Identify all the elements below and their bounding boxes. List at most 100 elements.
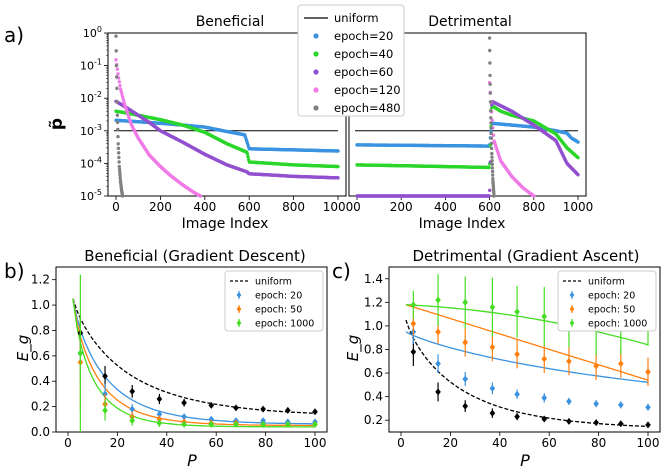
y-tick-label: 0.8	[31, 323, 50, 337]
x-tick-label: 800	[522, 200, 545, 214]
data-point	[488, 61, 492, 65]
xlabel-detrimental: Image Index	[419, 216, 506, 232]
data-point	[119, 90, 124, 94]
fit-curve-epoch-20	[72, 298, 315, 425]
x-tick-label: 60	[542, 436, 557, 450]
data-point	[115, 113, 120, 117]
data-point	[245, 152, 250, 156]
subplot-title-detrimental: Detrimental	[428, 14, 512, 30]
x-tick-label: 80	[258, 436, 273, 450]
series-epoch-40	[355, 104, 580, 170]
x-tick-label: 0	[64, 436, 72, 450]
data-point	[490, 169, 495, 174]
legend-marker	[569, 320, 575, 326]
panel-label-c: c)	[332, 259, 351, 283]
data-point	[115, 86, 119, 91]
data-point	[114, 75, 119, 79]
data-point	[462, 338, 469, 346]
series-epoch-60	[355, 99, 580, 198]
y-tick-label: 10-3	[80, 123, 102, 138]
x-tick-label: 1000	[323, 200, 354, 214]
legend-marker	[313, 33, 319, 39]
data-point	[118, 170, 122, 174]
data-point	[115, 100, 119, 104]
x-tick-label: 100	[304, 436, 327, 450]
data-point	[490, 173, 495, 177]
subplot-title-beneficial: Beneficial	[196, 14, 265, 30]
data-point	[116, 142, 120, 146]
series-epoch-480	[114, 34, 125, 198]
xlabel-panel-c: P	[520, 451, 530, 470]
data-point	[260, 420, 266, 428]
data-point	[233, 404, 239, 412]
legend-box	[297, 4, 405, 117]
fit-curve-epoch-1000	[72, 298, 315, 428]
data-point	[117, 160, 121, 164]
legend-marker	[236, 320, 242, 326]
legend-panel-b: uniform epoch: 20 epoch: 50 epoch: 1000	[224, 270, 324, 332]
y-tick-label: 1.2	[31, 273, 50, 287]
y-tick-label: 0.8	[364, 343, 383, 357]
legend-label: epoch=120	[334, 83, 401, 97]
data-point	[435, 328, 441, 336]
y-tick-label: 0.2	[31, 400, 50, 414]
data-point	[566, 417, 572, 425]
legend-marker	[569, 292, 575, 298]
data-point	[312, 408, 318, 416]
data-point	[410, 320, 417, 328]
data-point	[117, 80, 122, 84]
data-point	[117, 164, 122, 169]
data-point	[462, 402, 469, 410]
fit-curve-uniform	[72, 298, 316, 414]
data-point	[576, 173, 580, 177]
y-tick-label: 0.6	[31, 349, 50, 363]
data-point	[576, 140, 580, 144]
data-point	[462, 375, 469, 383]
data-point	[490, 103, 494, 107]
legend-marker	[313, 51, 319, 57]
data-point	[593, 362, 599, 370]
data-point	[645, 368, 651, 376]
data-point	[491, 176, 495, 181]
y-tick-label: 0.2	[364, 413, 383, 427]
legend-label: uniform	[255, 277, 292, 288]
data-point	[129, 417, 136, 425]
x-tick-label: 40	[492, 436, 507, 450]
data-point	[541, 355, 548, 363]
data-point	[181, 420, 187, 428]
data-point	[208, 420, 215, 428]
y-tick-label: 0.4	[31, 374, 50, 388]
data-point	[489, 136, 494, 140]
data-point	[541, 415, 548, 423]
series-epoch-120	[114, 58, 203, 198]
data-point	[181, 399, 187, 407]
data-point	[489, 146, 494, 151]
x-tick-label: 800	[282, 200, 305, 214]
data-point	[489, 121, 493, 125]
x-tick-label: 400	[434, 200, 457, 214]
data-point	[487, 194, 491, 198]
data-point	[488, 188, 492, 193]
data-point	[487, 36, 492, 40]
panel-label-b: b)	[4, 259, 25, 283]
y-tick-label: 1.0	[31, 298, 50, 312]
legend-label: epoch=60	[334, 65, 393, 79]
data-point	[77, 349, 84, 357]
data-point	[116, 134, 120, 139]
data-point	[116, 127, 120, 132]
data-point	[490, 159, 494, 163]
data-point	[618, 360, 624, 368]
data-point	[489, 131, 493, 135]
data-point	[487, 165, 491, 170]
series-uniform	[410, 337, 651, 429]
data-point	[489, 343, 496, 351]
data-point	[208, 415, 215, 423]
data-point	[156, 395, 163, 403]
data-point	[114, 63, 119, 68]
series-epoch-1000	[77, 274, 318, 432]
data-point	[122, 100, 126, 104]
data-point	[566, 357, 572, 365]
data-point	[114, 34, 118, 38]
data-point	[336, 164, 340, 169]
